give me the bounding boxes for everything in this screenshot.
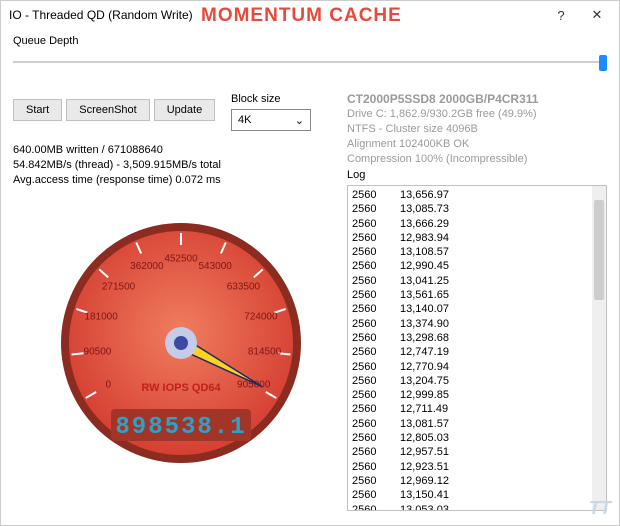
log-row: 256012,957.51 [352, 445, 602, 459]
log-row: 256013,041.25 [352, 274, 602, 288]
log-row: 256013,081.57 [352, 417, 602, 431]
block-size-value: 4K [238, 114, 251, 126]
svg-text:452500: 452500 [164, 254, 198, 265]
drive-info: CT2000P5SSD8 2000GB/P4CR311 Drive C: 1,8… [347, 91, 538, 167]
svg-text:898538.1: 898538.1 [115, 414, 246, 441]
svg-text:724000: 724000 [244, 312, 278, 323]
log-row: 256013,666.29 [352, 217, 602, 231]
svg-text:RW IOPS QD64: RW IOPS QD64 [141, 382, 221, 394]
drive-capacity: Drive C: 1,862.9/930.2GB free (49.9%) [347, 107, 538, 122]
log-row: 256012,711.49 [352, 402, 602, 416]
svg-text:362000: 362000 [130, 261, 164, 272]
screenshot-button[interactable]: ScreenShot [66, 99, 149, 121]
log-row: 256013,561.65 [352, 288, 602, 302]
svg-text:90500: 90500 [84, 346, 112, 357]
log-row: 256012,923.51 [352, 460, 602, 474]
log-row: 256013,298.68 [352, 331, 602, 345]
drive-alignment: Alignment 102400KB OK [347, 137, 538, 152]
block-size-label: Block size [231, 93, 281, 105]
log-row: 256013,053.03 [352, 503, 602, 511]
log-row: 256013,108.57 [352, 245, 602, 259]
log-scrollbar[interactable] [592, 186, 606, 510]
iops-gauge: 0 90500 181000 271500 362000452500543000 6335… [31, 193, 331, 493]
chevron-down-icon: ⌄ [295, 114, 304, 127]
log-row: 256013,140.07 [352, 302, 602, 316]
svg-text:814500: 814500 [248, 346, 282, 357]
svg-text:271500: 271500 [102, 281, 136, 292]
drive-model: CT2000P5SSD8 2000GB/P4CR311 [347, 91, 538, 107]
start-button[interactable]: Start [13, 99, 62, 121]
log-row: 256013,374.90 [352, 317, 602, 331]
log-row: 256012,999.85 [352, 388, 602, 402]
stat-latency: Avg.access time (response time) 0.072 ms [13, 173, 221, 188]
log-row: 256012,983.94 [352, 231, 602, 245]
log-row: 256013,204.75 [352, 374, 602, 388]
brand-overlay: MOMENTUM CACHE [201, 5, 402, 27]
log-row: 256012,969.12 [352, 474, 602, 488]
slider-thumb[interactable] [599, 55, 607, 71]
stat-written: 640.00MB written / 671088640 [13, 143, 221, 158]
log-row: 256012,770.94 [352, 360, 602, 374]
drive-compression: Compression 100% (Incompressible) [347, 152, 538, 167]
help-button[interactable]: ? [543, 3, 579, 27]
stat-thread: 54.842MB/s (thread) - 3,509.915MB/s tota… [13, 158, 221, 173]
svg-text:181000: 181000 [84, 312, 118, 323]
block-size-select[interactable]: 4K ⌄ [231, 109, 311, 131]
log-panel[interactable]: 256013,656.97256013,085.73256013,666.292… [347, 185, 607, 511]
log-content: 256013,656.97256013,085.73256013,666.292… [348, 186, 606, 511]
svg-text:543000: 543000 [198, 261, 232, 272]
log-row: 256012,990.45 [352, 259, 602, 273]
drive-cluster: NTFS - Cluster size 4096B [347, 122, 538, 137]
log-label: Log [347, 169, 365, 181]
log-row: 256013,656.97 [352, 188, 602, 202]
log-row: 256012,747.19 [352, 345, 602, 359]
log-row: 256012,805.03 [352, 431, 602, 445]
log-row: 256013,085.73 [352, 202, 602, 216]
svg-text:0: 0 [105, 380, 111, 391]
watermark: TT [589, 498, 611, 519]
queue-depth-label: Queue Depth [13, 35, 78, 47]
svg-text:633500: 633500 [227, 281, 261, 292]
log-row: 256013,150.41 [352, 488, 602, 502]
update-button[interactable]: Update [154, 99, 215, 121]
queue-depth-slider[interactable] [13, 53, 607, 73]
close-button[interactable]: ✕ [579, 3, 615, 27]
stats-block: 640.00MB written / 671088640 54.842MB/s … [13, 143, 221, 188]
